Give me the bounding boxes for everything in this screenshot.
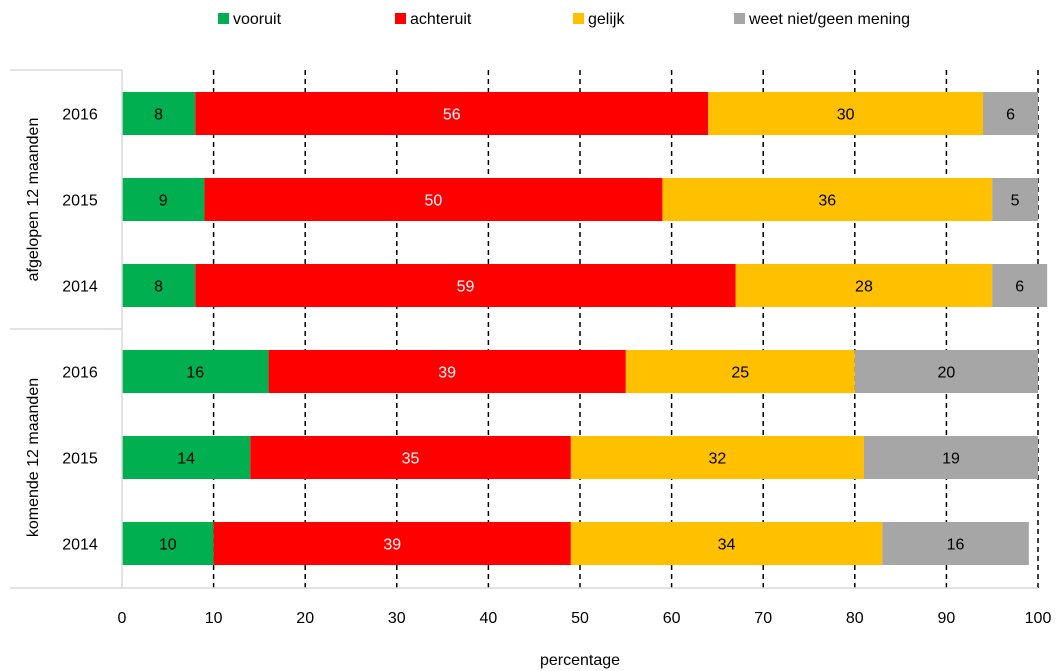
- data-label-achteruit-afgelopen-12-maanden-2015: 50: [425, 193, 443, 210]
- row-label-afgelopen-12-maanden-2014: 2014: [62, 279, 98, 296]
- data-label-weet-niet-geen-mening-afgelopen-12-maanden-2016: 6: [1006, 107, 1015, 124]
- legend-label-gelijk: gelijk: [588, 11, 625, 28]
- legend-swatch-vooruit: [218, 13, 229, 24]
- bar-achteruit-afgelopen-12-maanden-2015: [204, 178, 663, 221]
- data-label-vooruit-afgelopen-12-maanden-2015: 9: [159, 193, 168, 210]
- data-label-gelijk-komende-12-maanden-2016: 25: [731, 365, 749, 382]
- x-tick-label-20: 20: [296, 610, 314, 627]
- x-tick-label-60: 60: [663, 610, 681, 627]
- group-label-komende-12-maanden: komende 12 maanden: [25, 378, 42, 537]
- data-label-weet-niet-geen-mening-komende-12-maanden-2014: 16: [947, 537, 965, 554]
- row-label-komende-12-maanden-2015: 2015: [62, 451, 98, 468]
- legend-item-vooruit: vooruit: [218, 11, 282, 28]
- data-label-weet-niet-geen-mening-komende-12-maanden-2016: 20: [938, 365, 956, 382]
- bar-gelijk-komende-12-maanden-2015: [570, 436, 864, 479]
- bar-achteruit-afgelopen-12-maanden-2016: [195, 92, 709, 135]
- legend-label-weet-niet-geen-mening: weet niet/geen mening: [748, 11, 910, 28]
- group-label-afgelopen-12-maanden: afgelopen 12 maanden: [25, 118, 42, 282]
- bar-vooruit-afgelopen-12-maanden-2014: [122, 264, 196, 307]
- data-label-achteruit-komende-12-maanden-2015: 35: [402, 451, 420, 468]
- bar-vooruit-komende-12-maanden-2015: [122, 436, 251, 479]
- bar-vooruit-afgelopen-12-maanden-2015: [122, 178, 205, 221]
- data-label-vooruit-komende-12-maanden-2016: 16: [186, 365, 204, 382]
- bar-weet-niet-geen-mening-komende-12-maanden-2015: [863, 436, 1038, 479]
- bar-achteruit-afgelopen-12-maanden-2014: [195, 264, 736, 307]
- legend-item-achteruit: achteruit: [395, 11, 472, 28]
- x-tick-label-10: 10: [205, 610, 223, 627]
- bar-gelijk-komende-12-maanden-2016: [625, 350, 855, 393]
- data-label-vooruit-komende-12-maanden-2014: 10: [159, 537, 177, 554]
- bar-weet-niet-geen-mening-afgelopen-12-maanden-2014: [992, 264, 1048, 307]
- data-label-achteruit-afgelopen-12-maanden-2016: 56: [443, 107, 461, 124]
- data-label-vooruit-afgelopen-12-maanden-2016: 8: [154, 107, 163, 124]
- row-label-afgelopen-12-maanden-2016: 2016: [62, 107, 98, 124]
- data-label-gelijk-afgelopen-12-maanden-2016: 30: [837, 107, 855, 124]
- x-axis-title: percentage: [540, 652, 620, 669]
- bar-achteruit-komende-12-maanden-2016: [268, 350, 626, 393]
- data-label-vooruit-komende-12-maanden-2015: 14: [177, 451, 195, 468]
- data-label-gelijk-komende-12-maanden-2015: 32: [709, 451, 727, 468]
- data-label-weet-niet-geen-mening-afgelopen-12-maanden-2015: 5: [1011, 193, 1020, 210]
- legend-swatch-achteruit: [395, 13, 406, 24]
- bar-gelijk-afgelopen-12-maanden-2016: [708, 92, 984, 135]
- data-label-weet-niet-geen-mening-komende-12-maanden-2015: 19: [942, 451, 960, 468]
- x-tick-label-30: 30: [388, 610, 406, 627]
- data-label-gelijk-afgelopen-12-maanden-2014: 28: [855, 279, 873, 296]
- data-label-weet-niet-geen-mening-afgelopen-12-maanden-2014: 6: [1015, 279, 1024, 296]
- bar-weet-niet-geen-mening-afgelopen-12-maanden-2015: [992, 178, 1038, 221]
- x-tick-label-0: 0: [118, 610, 127, 627]
- legend: vooruit achteruit gelijk weet niet/geen men…: [218, 11, 910, 28]
- row-label-komende-12-maanden-2014: 2014: [62, 537, 98, 554]
- legend-label-achteruit: achteruit: [410, 11, 472, 28]
- data-label-achteruit-komende-12-maanden-2016: 39: [438, 365, 456, 382]
- gridlines: [212, 70, 1039, 588]
- x-tick-label-50: 50: [571, 610, 589, 627]
- bar-vooruit-komende-12-maanden-2014: [122, 522, 214, 565]
- x-tick-label-90: 90: [938, 610, 956, 627]
- data-label-achteruit-komende-12-maanden-2014: 39: [383, 537, 401, 554]
- labels: 8 56 30 6 9 50 36 5 8 59 28 6 16 39 25 20 14 35 32 19 10 39 34…: [154, 107, 1024, 554]
- x-tick-label-100: 100: [1025, 610, 1052, 627]
- data-label-gelijk-afgelopen-12-maanden-2015: 36: [818, 193, 836, 210]
- legend-swatch-weet-niet-geen-mening: [734, 13, 745, 24]
- legend-item-gelijk: gelijk: [573, 11, 625, 28]
- bar-weet-niet-geen-mening-afgelopen-12-maanden-2016: [983, 92, 1038, 135]
- row-label-komende-12-maanden-2016: 2016: [62, 365, 98, 382]
- bar-gelijk-komende-12-maanden-2014: [570, 522, 883, 565]
- legend-swatch-gelijk: [573, 13, 584, 24]
- bar-vooruit-komende-12-maanden-2016: [122, 350, 269, 393]
- x-tick-label-40: 40: [480, 610, 498, 627]
- axes: 0 10 20 30 40 50 60 70 80 90 100201620152014afgelo…: [10, 69, 1052, 627]
- data-label-achteruit-afgelopen-12-maanden-2014: 59: [457, 279, 475, 296]
- x-tick-label-80: 80: [846, 610, 864, 627]
- bars: [122, 92, 1048, 565]
- bar-gelijk-afgelopen-12-maanden-2015: [662, 178, 993, 221]
- bar-vooruit-afgelopen-12-maanden-2016: [122, 92, 196, 135]
- legend-label-vooruit: vooruit: [233, 11, 282, 28]
- data-label-gelijk-komende-12-maanden-2014: 34: [718, 537, 736, 554]
- bar-weet-niet-geen-mening-komende-12-maanden-2016: [854, 350, 1038, 393]
- row-label-afgelopen-12-maanden-2015: 2015: [62, 193, 98, 210]
- bar-achteruit-komende-12-maanden-2014: [213, 522, 571, 565]
- bar-achteruit-komende-12-maanden-2015: [250, 436, 571, 479]
- data-label-vooruit-afgelopen-12-maanden-2014: 8: [154, 279, 163, 296]
- x-tick-label-70: 70: [754, 610, 772, 627]
- bar-weet-niet-geen-mening-komende-12-maanden-2014: [882, 522, 1029, 565]
- legend-item-weet-niet-geen-mening: weet niet/geen mening: [734, 11, 910, 28]
- bar-gelijk-afgelopen-12-maanden-2014: [735, 264, 993, 307]
